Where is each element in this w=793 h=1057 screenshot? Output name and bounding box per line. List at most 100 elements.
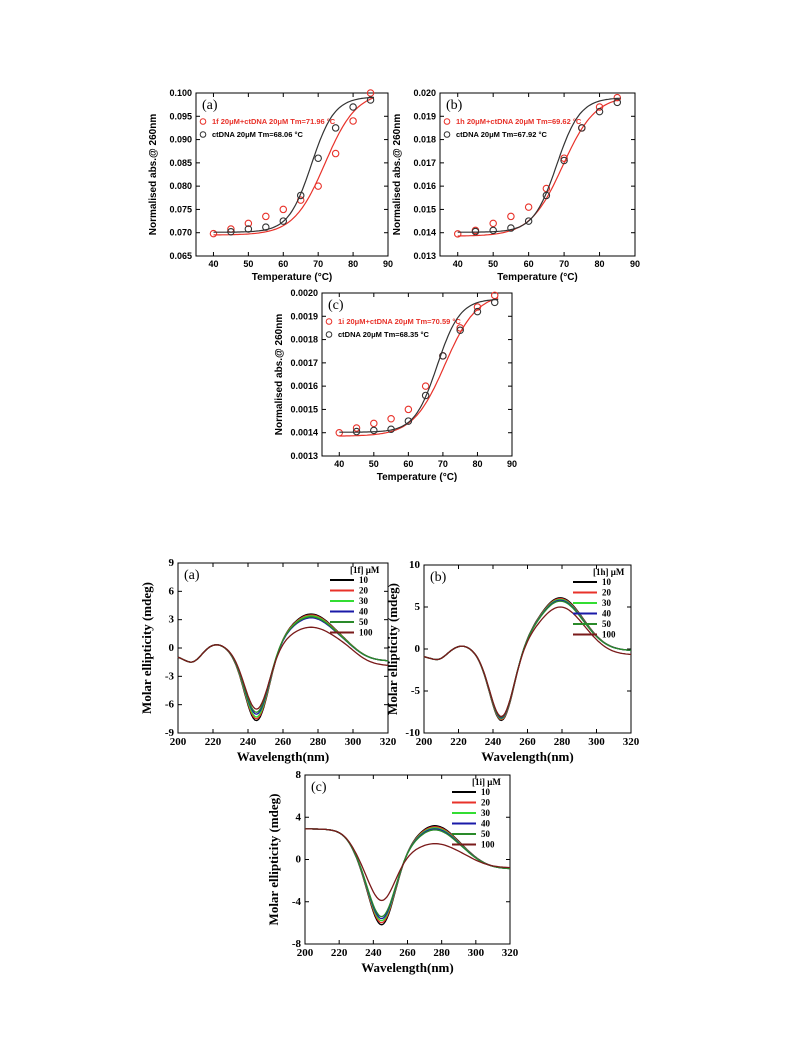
spectrum-line (305, 828, 511, 902)
x-tick-label: 280 (310, 736, 327, 748)
data-point (421, 382, 430, 390)
legend-title: [1h] μM (593, 567, 625, 577)
y-tick-label: 0.080 (169, 181, 192, 191)
legend-marker (199, 118, 207, 125)
panel-label: (a) (184, 568, 200, 583)
data-point (366, 89, 375, 97)
y-tick-label: 0.0014 (290, 428, 318, 438)
data-point (314, 154, 322, 162)
data-point (595, 103, 604, 111)
fit-curve (213, 96, 375, 233)
spectrum-line (423, 598, 632, 720)
x-tick-label: 50 (488, 259, 498, 269)
x-tick-label: 60 (403, 459, 413, 469)
legend-label: 50 (602, 619, 612, 629)
y-tick-label: -3 (165, 670, 175, 682)
data-point (279, 205, 288, 214)
legend-marker (325, 318, 333, 325)
legend-label: 20 (359, 586, 369, 596)
spectrum-line (423, 597, 632, 722)
melting-curve-panel: 40 50 60 70 80 90 0.0013 0.0014 0.0015 0.0016 0.00… (274, 288, 517, 483)
y-tick-label: 0.065 (169, 251, 192, 261)
x-tick-label: 90 (507, 459, 517, 469)
x-tick-label: 60 (524, 259, 534, 269)
spectrum-line (423, 597, 632, 721)
spectrum-line (305, 828, 511, 918)
legend-label: 30 (602, 598, 612, 608)
y-axis-label: Molar ellipticity (mdeg) (139, 582, 154, 714)
y-tick-label: -5 (411, 685, 421, 697)
data-point (331, 149, 340, 158)
legend-label: 1i 20μM+ctDNA 20μM Tm=70.59 °C (338, 317, 461, 326)
data-point (524, 217, 533, 225)
legend-marker (443, 118, 451, 125)
y-tick-label: 0.0019 (290, 311, 318, 321)
y-tick-label: 0.085 (169, 158, 192, 168)
y-tick-label: 0.075 (169, 204, 192, 214)
data-point (279, 217, 288, 225)
y-tick-label: 0.0017 (290, 358, 318, 368)
y-axis-label: Normalised abs.@ 260nm (274, 314, 285, 436)
data-point (560, 156, 568, 165)
legend-label: 20 (602, 588, 612, 598)
y-tick-label: 0.070 (169, 228, 192, 238)
x-tick-label: 240 (365, 947, 382, 959)
spectrum-line (177, 614, 389, 720)
data-point (370, 419, 378, 428)
panel-label: (a) (202, 98, 218, 113)
data-point (421, 391, 430, 400)
spectrum-line (177, 617, 389, 715)
data-point (262, 212, 270, 221)
x-tick-label: 240 (485, 736, 502, 748)
legend-label: 40 (359, 607, 369, 617)
data-point (244, 225, 253, 233)
data-point (331, 124, 340, 132)
legend-label: 1f 20μM+ctDNA 20μM Tm=71.96 °C (212, 117, 336, 126)
x-tick-label: 240 (240, 736, 257, 748)
x-axis-label: Wavelength(nm) (237, 749, 329, 764)
spectrum-line (305, 825, 511, 926)
x-tick-label: 90 (630, 259, 640, 269)
x-tick-label: 40 (208, 259, 218, 269)
y-tick-label: -6 (165, 699, 175, 711)
spectrum-line (177, 626, 389, 710)
data-point (524, 203, 533, 211)
x-tick-label: 50 (243, 259, 253, 269)
y-tick-label: 8 (296, 769, 302, 781)
legend-label: 40 (481, 819, 491, 829)
y-axis-label: Molar ellipticity (mdeg) (385, 583, 400, 715)
spectrum-line (305, 828, 510, 920)
data-point (387, 425, 395, 433)
data-point (296, 191, 305, 200)
fit-curve (457, 97, 621, 233)
y-axis-label: Normalised abs.@ 260nm (148, 114, 159, 236)
fit-curve (339, 298, 499, 433)
plot-frame (177, 562, 389, 734)
x-tick-label: 70 (313, 259, 323, 269)
plot-frame (321, 292, 513, 457)
data-point (314, 182, 322, 190)
data-point (456, 324, 464, 332)
legend-label: 10 (481, 787, 491, 797)
legend-label: 100 (602, 630, 616, 640)
data-point (473, 307, 482, 316)
data-point (560, 154, 568, 162)
data-point (490, 298, 499, 307)
y-tick-label: -9 (165, 727, 175, 739)
fit-curve (339, 297, 499, 437)
spectrum-line (423, 600, 632, 718)
y-tick-label: 0.016 (413, 181, 436, 191)
data-point (507, 224, 515, 232)
x-axis-label: Wavelength(nm) (481, 749, 573, 764)
y-tick-label: -8 (292, 938, 302, 950)
data-point (404, 417, 413, 425)
melting-curve-panel: 40 50 60 70 80 90 0.065 0.070 0.075 0.080 0.085 0.0… (148, 88, 393, 283)
legend-label: 40 (602, 609, 612, 619)
spectrum-line (423, 599, 632, 719)
spectrum-line (305, 826, 511, 924)
x-tick-label: 80 (348, 259, 358, 269)
data-point (244, 219, 253, 228)
data-point (439, 352, 447, 360)
y-tick-label: 0 (169, 642, 175, 654)
